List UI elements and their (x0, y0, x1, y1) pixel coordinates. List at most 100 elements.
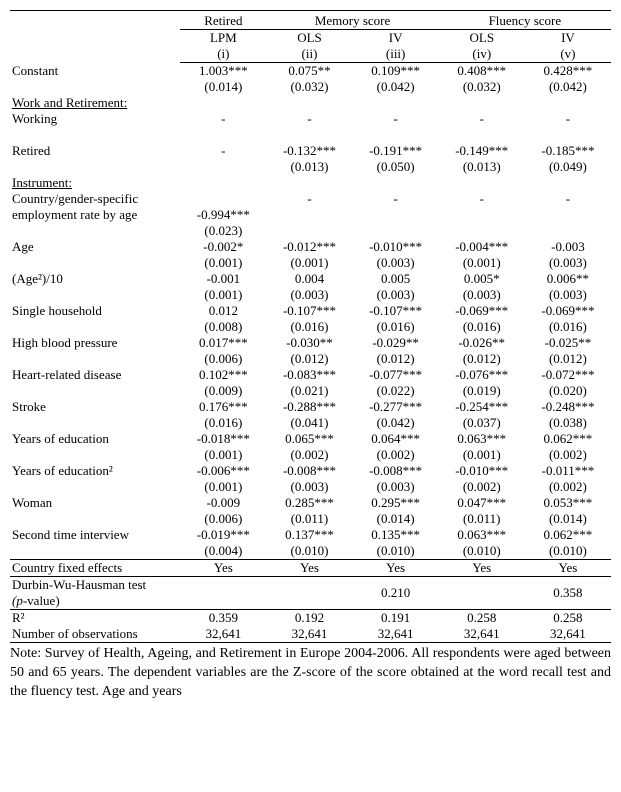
cell: -0.008*** (266, 463, 352, 479)
row-label: Single household (10, 303, 180, 319)
cell: 0.012 (180, 303, 266, 319)
se-cell: (0.038) (525, 415, 611, 431)
cell: - (439, 111, 525, 127)
table-note: Note: Survey of Health, Ageing, and Reti… (10, 645, 611, 702)
row-label: R² (10, 610, 180, 627)
se-cell: (0.003) (525, 255, 611, 271)
cell: 0.109*** (353, 63, 439, 80)
cell: -0.107*** (353, 303, 439, 319)
cell: 0.295*** (353, 495, 439, 511)
cell: -0.003 (525, 239, 611, 255)
cell: 0.102*** (180, 367, 266, 383)
cell: -0.149*** (439, 143, 525, 159)
se-cell: (0.016) (439, 319, 525, 335)
se-cell: (0.003) (266, 479, 352, 495)
cell: -0.004*** (439, 239, 525, 255)
row-retired: Retired - -0.132*** -0.191*** -0.149*** … (10, 143, 611, 159)
row-woman: Woman-0.0090.285***0.295***0.047***0.053… (10, 495, 611, 511)
cell: 0.047*** (439, 495, 525, 511)
se-cell: (0.001) (180, 447, 266, 463)
se-cell: (0.016) (525, 319, 611, 335)
cell: 0.258 (525, 610, 611, 627)
se-cell: (0.050) (353, 159, 439, 175)
row-label: Working (10, 111, 180, 127)
se-cell: (0.002) (439, 479, 525, 495)
cell: 0.063*** (439, 527, 525, 543)
se-cell: (0.012) (266, 351, 352, 367)
row-cfe: Country fixed effects Yes Yes Yes Yes Ye… (10, 560, 611, 577)
se-cell: (0.002) (525, 479, 611, 495)
cell: -0.018*** (180, 431, 266, 447)
col-iii: (iii) (353, 46, 439, 63)
se-cell: (0.006) (180, 511, 266, 527)
cell: -0.010*** (353, 239, 439, 255)
se-cell: (0.021) (266, 383, 352, 399)
col-v: (v) (525, 46, 611, 63)
row-label: Country/gender-specific (10, 191, 180, 207)
cell: -0.029** (353, 335, 439, 351)
cell: 0.053*** (525, 495, 611, 511)
cell: - (525, 111, 611, 127)
cell: -0.254*** (439, 399, 525, 415)
se-cell: (0.016) (266, 319, 352, 335)
cell: Yes (439, 560, 525, 577)
cell: 0.004 (266, 271, 352, 287)
cell: -0.072*** (525, 367, 611, 383)
row-emp-rate-se: (0.023) (10, 223, 611, 239)
se-cell: (0.002) (353, 447, 439, 463)
se-cell: (0.032) (439, 79, 525, 95)
se-cell: (0.003) (266, 287, 352, 303)
cell: -0.185*** (525, 143, 611, 159)
cell: -0.019*** (180, 527, 266, 543)
col-ii: (ii) (266, 46, 352, 63)
regression-table: Retired Memory score Fluency score LPM O… (10, 10, 611, 643)
row-emp-rate-2: employment rate by age -0.994*** (10, 207, 611, 223)
se-cell: (0.037) (439, 415, 525, 431)
se-cell: (0.019) (439, 383, 525, 399)
se-cell: (0.011) (439, 511, 525, 527)
col-iv-1: IV (353, 30, 439, 47)
row-dwh: Durbin-Wu-Hausman test 0.210 0.358 (10, 577, 611, 594)
cell: -0.010*** (439, 463, 525, 479)
cell: -0.248*** (525, 399, 611, 415)
se-cell: (0.010) (439, 543, 525, 560)
se-cell: (0.009) (180, 383, 266, 399)
row-label: Woman (10, 495, 180, 511)
row-label: Number of observations (10, 626, 180, 643)
col-i: (i) (180, 46, 266, 63)
cell: -0.132*** (266, 143, 352, 159)
se-cell: (0.001) (439, 447, 525, 463)
se-cell: (0.003) (525, 287, 611, 303)
se-cell: (0.004) (180, 543, 266, 560)
row-retired-se: (0.013) (0.050) (0.013) (0.049) (10, 159, 611, 175)
cell: 0.062*** (525, 527, 611, 543)
se-cell: (0.003) (353, 287, 439, 303)
se-cell: (0.041) (266, 415, 352, 431)
se-cell: (0.001) (180, 287, 266, 303)
cell: 0.192 (266, 610, 352, 627)
se-cell: (0.042) (353, 415, 439, 431)
se-cell: (0.001) (180, 479, 266, 495)
row-n: Number of observations 32,641 32,641 32,… (10, 626, 611, 643)
cell: 1.003*** (180, 63, 266, 80)
cell: -0.083*** (266, 367, 352, 383)
se-cell: (0.014) (180, 79, 266, 95)
cell: 0.017*** (180, 335, 266, 351)
se-cell: (0.003) (353, 255, 439, 271)
se-cell: (0.011) (266, 511, 352, 527)
se-cell: (0.022) (353, 383, 439, 399)
row-dwh-2: (p-value) (10, 593, 611, 610)
cell: 0.176*** (180, 399, 266, 415)
row-age2: (Age²)/10-0.0010.0040.0050.005*0.006** (10, 271, 611, 287)
cell: 0.062*** (525, 431, 611, 447)
cell: -0.107*** (266, 303, 352, 319)
cell: - (266, 111, 352, 127)
col-group-memory: Memory score (266, 11, 438, 30)
col-ols-2: OLS (439, 30, 525, 47)
se-cell: (0.003) (439, 287, 525, 303)
cell: -0.030** (266, 335, 352, 351)
se-cell: (0.023) (180, 223, 266, 239)
row-second: Second time interview-0.019***0.137***0.… (10, 527, 611, 543)
row-working: Working - - - - - (10, 111, 611, 127)
row-age: Age-0.002*-0.012***-0.010***-0.004***-0.… (10, 239, 611, 255)
